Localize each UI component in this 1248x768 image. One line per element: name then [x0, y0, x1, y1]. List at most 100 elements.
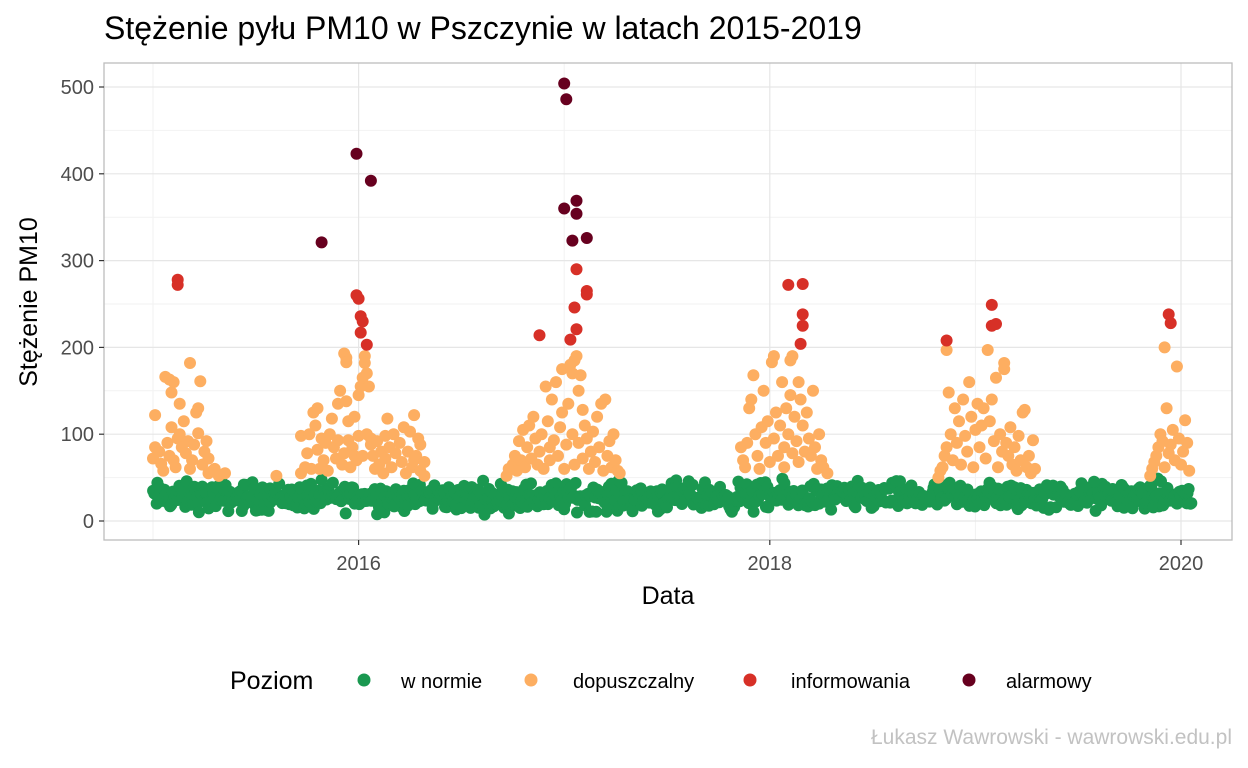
- point-dopuszczalny: [1160, 402, 1173, 415]
- point-alarmowy: [580, 232, 593, 244]
- point-dopuszczalny: [356, 449, 369, 462]
- point-informowania: [533, 329, 546, 342]
- point-w-normie: [192, 506, 205, 519]
- point-dopuszczalny: [1179, 414, 1192, 427]
- point-dopuszczalny: [776, 376, 789, 389]
- point-dopuszczalny: [385, 461, 398, 474]
- point-dopuszczalny: [593, 441, 606, 454]
- point-dopuszczalny: [418, 456, 431, 468]
- point-dopuszczalny: [303, 428, 316, 441]
- legend-alarmowy-label: alarmowy: [1006, 671, 1092, 693]
- point-dopuszczalny: [1022, 449, 1035, 462]
- point-dopuszczalny: [774, 419, 787, 432]
- point-w-normie: [191, 497, 204, 510]
- legend-dopuszczalny-label: dopuszczalny: [573, 671, 694, 693]
- point-dopuszczalny: [554, 421, 567, 434]
- point-dopuszczalny: [576, 403, 589, 416]
- point-dopuszczalny: [786, 447, 799, 460]
- point-dopuszczalny: [955, 458, 967, 471]
- point-dopuszczalny: [1164, 438, 1177, 451]
- point-dopuszczalny: [763, 456, 776, 468]
- legend-w-normie-label: w normie: [400, 671, 482, 693]
- x-axis-title: Data: [642, 582, 695, 610]
- point-dopuszczalny: [967, 461, 980, 474]
- point-dopuszczalny: [587, 425, 599, 438]
- point-dopuszczalny: [767, 350, 780, 363]
- point-dopuszczalny: [362, 380, 375, 393]
- point-dopuszczalny: [591, 410, 604, 423]
- point-w-normie: [1145, 480, 1158, 493]
- point-alarmowy: [560, 93, 573, 106]
- point-w-normie: [590, 505, 603, 518]
- point-dopuszczalny: [957, 393, 970, 406]
- legend-w-normie-key: [357, 673, 371, 687]
- point-dopuszczalny: [305, 462, 318, 475]
- point-dopuszczalny: [807, 384, 819, 397]
- point-informowania: [796, 319, 809, 332]
- point-dopuszczalny: [953, 415, 965, 428]
- point-dopuszczalny: [161, 436, 174, 449]
- x-tick-label: 2020: [1159, 553, 1204, 575]
- point-w-normie: [894, 475, 906, 488]
- point-dopuszczalny: [745, 393, 758, 406]
- point-dopuszczalny: [270, 469, 283, 482]
- y-tick-label: 400: [61, 164, 94, 186]
- point-dopuszczalny: [340, 356, 353, 369]
- point-w-normie: [762, 501, 775, 514]
- point-dopuszczalny: [192, 402, 205, 415]
- point-dopuszczalny: [990, 371, 1002, 384]
- point-dopuszczalny: [377, 467, 390, 480]
- point-dopuszczalny: [545, 393, 558, 406]
- point-dopuszczalny: [1166, 423, 1179, 436]
- point-dopuszczalny: [317, 454, 330, 467]
- point-dopuszczalny: [739, 461, 752, 474]
- point-dopuszczalny: [780, 402, 793, 415]
- point-dopuszczalny: [184, 357, 196, 369]
- y-tick-label: 300: [61, 251, 94, 273]
- point-dopuszczalny: [521, 441, 534, 454]
- point-dopuszczalny: [813, 428, 826, 441]
- x-tick-label: 2016: [336, 553, 381, 575]
- point-dopuszczalny: [560, 438, 573, 451]
- point-dopuszczalny: [340, 395, 353, 408]
- point-dopuszczalny: [977, 402, 990, 415]
- legend-dopuszczalny-key: [524, 673, 538, 687]
- point-w-normie: [525, 477, 537, 490]
- point-informowania: [782, 278, 795, 291]
- point-w-normie: [615, 476, 628, 489]
- point-dopuszczalny: [784, 389, 797, 402]
- plot-panel: [104, 63, 1232, 540]
- point-dopuszczalny: [325, 412, 338, 425]
- point-dopuszczalny: [547, 434, 560, 447]
- point-dopuszczalny: [821, 467, 834, 480]
- point-w-normie: [339, 507, 352, 520]
- point-informowania: [564, 333, 577, 346]
- legend-title: Poziom: [230, 667, 313, 695]
- point-alarmowy: [315, 236, 328, 249]
- point-dopuszczalny: [570, 350, 583, 363]
- point-dopuszczalny: [395, 456, 408, 468]
- point-dopuszczalny: [788, 410, 801, 423]
- point-dopuszczalny: [556, 406, 569, 419]
- y-tick-label: 0: [83, 511, 94, 533]
- point-informowania: [940, 334, 953, 347]
- point-dopuszczalny: [751, 449, 764, 462]
- point-informowania: [360, 338, 373, 351]
- point-dopuszczalny: [992, 461, 1004, 474]
- x-tick-label: 2018: [748, 553, 793, 575]
- point-dopuszczalny: [792, 376, 805, 389]
- point-dopuszczalny: [513, 435, 525, 448]
- point-dopuszczalny: [961, 445, 974, 458]
- plot-border: [103, 62, 1233, 541]
- legend-informowania-key: [743, 673, 757, 687]
- point-dopuszczalny: [998, 363, 1011, 376]
- point-dopuszczalny: [550, 376, 562, 389]
- point-dopuszczalny: [1010, 464, 1023, 477]
- point-dopuszczalny: [311, 402, 324, 415]
- point-informowania: [568, 301, 581, 314]
- point-dopuszczalny: [1029, 462, 1041, 475]
- point-dopuszczalny: [809, 441, 821, 454]
- point-informowania: [796, 308, 809, 321]
- credit-text: Łukasz Wawrowski - wawrowski.edu.pl: [871, 726, 1232, 749]
- point-dopuszczalny: [778, 461, 791, 474]
